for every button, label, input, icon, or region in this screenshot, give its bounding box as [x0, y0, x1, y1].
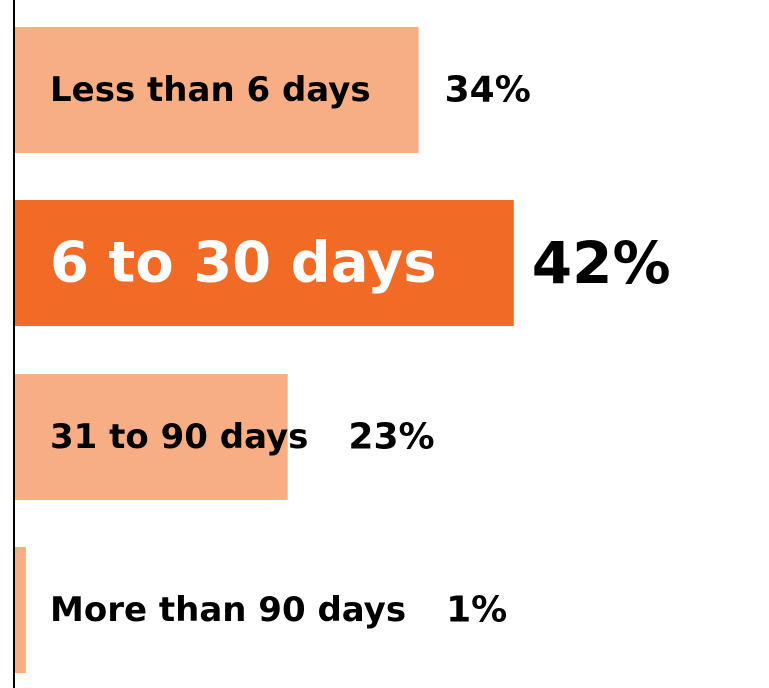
- category-label-1: 6 to 30 days: [50, 231, 437, 296]
- bar-3: [14, 547, 26, 673]
- value-label-3: 1%: [446, 590, 507, 631]
- bars-group: Less than 6 days 34% 6 to 30 days 42% 31 to …: [14, 27, 671, 673]
- category-label-0: Less than 6 days: [50, 70, 371, 110]
- value-label-0: 34%: [445, 70, 531, 111]
- category-label-3: More than 90 days: [50, 590, 406, 630]
- value-label-2: 23%: [348, 417, 434, 458]
- category-label-2: 31 to 90 days: [50, 417, 308, 457]
- bar-1: [14, 200, 514, 326]
- bar-2: [14, 374, 288, 500]
- value-label-1: 42%: [532, 229, 671, 297]
- bar-0: [14, 27, 419, 153]
